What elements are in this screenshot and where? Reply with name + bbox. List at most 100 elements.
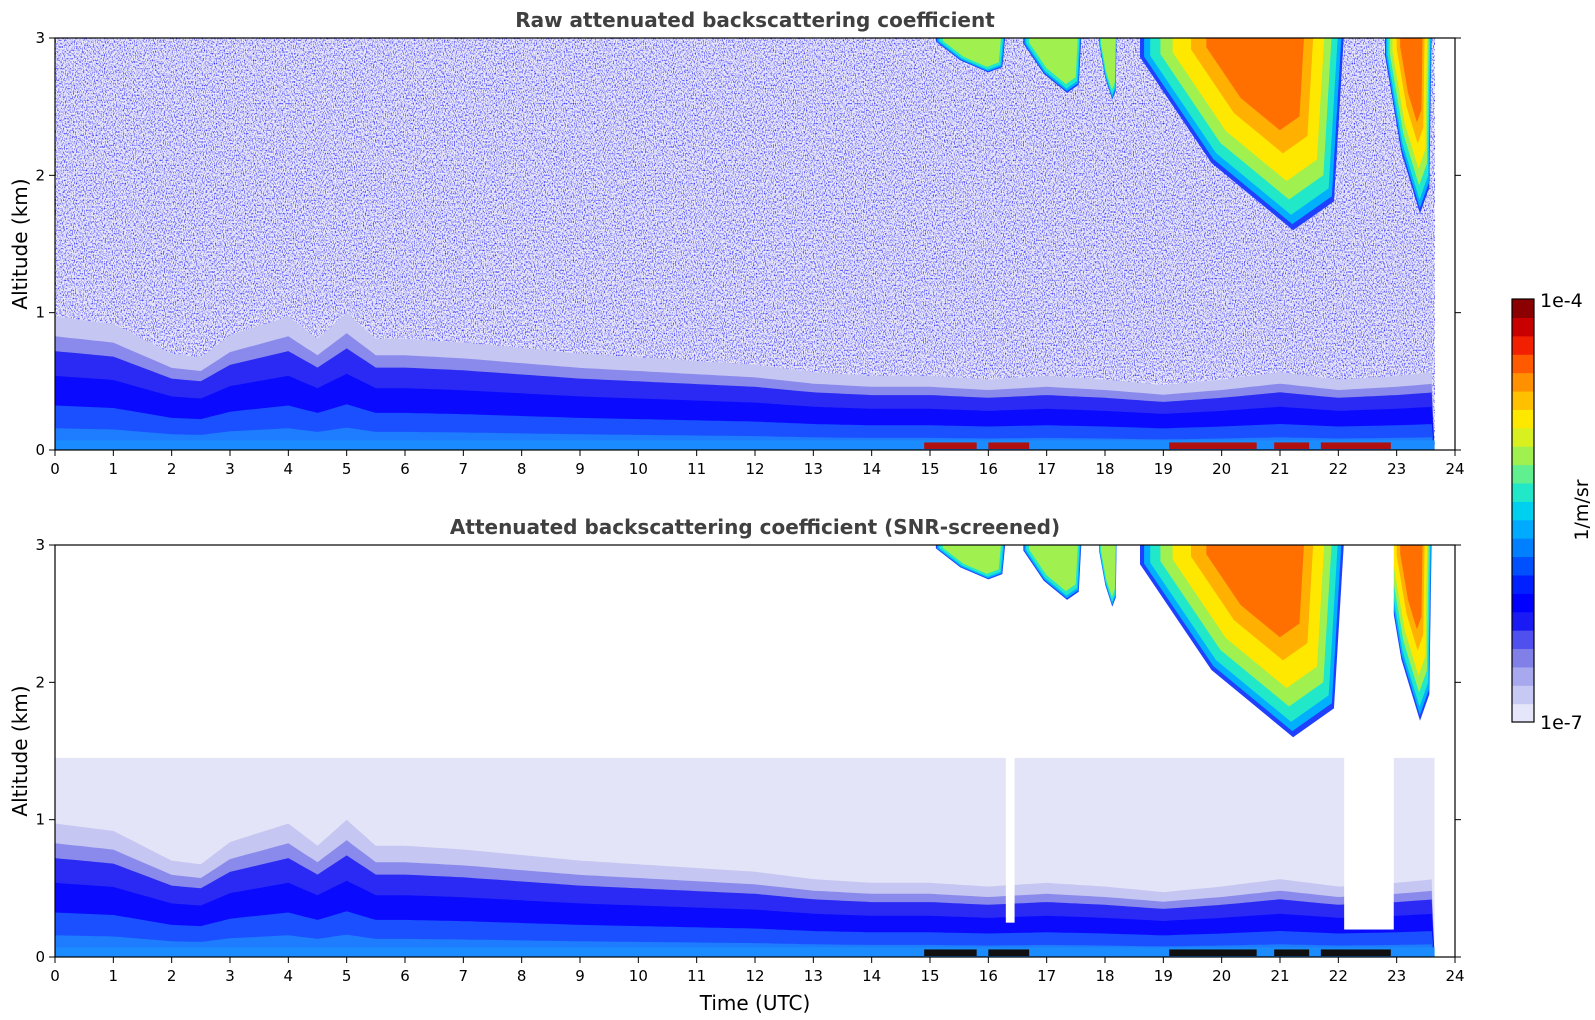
- colorbar-swatch: [1512, 703, 1534, 723]
- colorbar-swatch: [1512, 501, 1534, 521]
- bottom-chart-title: Attenuated backscattering coefficient (S…: [450, 515, 1060, 539]
- y-tick-label: 2: [35, 673, 45, 691]
- x-tick-label: 8: [517, 967, 527, 985]
- x-tick-label: 6: [400, 460, 410, 478]
- x-tick-label: 3: [225, 460, 235, 478]
- surface-layer: [55, 440, 1435, 450]
- top-chart-axes: 0 1 2 3 4 5 6 7 8 9 10 11 12 13 14 15 16 17 18 19 20 21 22 23 24…: [35, 29, 1464, 478]
- x-tick-label: 12: [745, 460, 764, 478]
- x-tick-label: 2: [167, 967, 177, 985]
- surface-echo-4: [1320, 442, 1391, 449]
- masked-gap-1: [1344, 545, 1394, 930]
- x-tick-label: 9: [575, 460, 585, 478]
- x-tick-label: 11: [687, 460, 706, 478]
- colorbar-swatch: [1512, 648, 1534, 668]
- x-tick-label: 18: [1095, 967, 1114, 985]
- x-tick-label: 20: [1212, 460, 1231, 478]
- cirrus-cloud-1-layer-3: [1029, 545, 1078, 592]
- x-tick-label: 20: [1212, 967, 1231, 985]
- colorbar-max-label: 1e-4: [1540, 290, 1583, 312]
- x-tick-label: 17: [1037, 967, 1056, 985]
- colorbar-swatch: [1512, 593, 1534, 613]
- colorbar-swatch: [1512, 611, 1534, 631]
- colorbar-swatch: [1512, 446, 1534, 466]
- surface-echo-1: [988, 949, 1030, 956]
- colorbar-min-label: 1e-7: [1540, 712, 1583, 734]
- cirrus-cloud-3-layer-6: [1206, 545, 1304, 638]
- x-tick-label: 16: [979, 967, 998, 985]
- cirrus-cloud-0-layer-3: [942, 545, 1001, 574]
- x-tick-label: 11: [687, 967, 706, 985]
- x-tick-label: 7: [459, 967, 469, 985]
- y-tick-label: 1: [35, 811, 45, 829]
- colorbar-swatch: [1512, 556, 1534, 576]
- x-tick-label: 19: [1154, 967, 1173, 985]
- top-chart-y-label: Altitude (km): [8, 178, 32, 309]
- x-tick-label: 4: [284, 967, 294, 985]
- surface-echo-3: [1274, 949, 1310, 956]
- masked-gap-0: [1005, 545, 1015, 923]
- x-tick-label: 9: [575, 967, 585, 985]
- x-tick-label: 10: [629, 460, 648, 478]
- x-tick-label: 5: [342, 460, 352, 478]
- x-tick-label: 0: [50, 460, 60, 478]
- x-tick-label: 24: [1445, 460, 1464, 478]
- y-tick-label: 3: [35, 536, 45, 554]
- x-tick-label: 10: [629, 967, 648, 985]
- y-tick-label: 0: [35, 948, 45, 966]
- colorbar-swatch: [1512, 335, 1534, 355]
- y-tick-label: 3: [35, 29, 45, 47]
- x-tick-label: 22: [1329, 460, 1348, 478]
- surface-echo-3: [1274, 442, 1310, 449]
- cirrus-cloud-4-layer-6: [1400, 545, 1423, 630]
- x-tick-label: 14: [862, 967, 881, 985]
- x-tick-label: 13: [804, 460, 823, 478]
- x-tick-label: 12: [745, 967, 764, 985]
- colorbar-frame: [1511, 298, 1535, 723]
- x-tick-label: 4: [284, 460, 294, 478]
- cirrus-cloud-1-layer-3: [1029, 38, 1078, 85]
- cirrus-cloud-4-layer-6: [1400, 38, 1423, 123]
- surface-echo-4: [1320, 949, 1391, 956]
- x-tick-label: 5: [342, 967, 352, 985]
- colorbar-swatch: [1512, 464, 1534, 484]
- x-tick-label: 7: [459, 460, 469, 478]
- colorbar-swatch: [1512, 354, 1534, 374]
- surface-layer: [55, 947, 1435, 957]
- colorbar-swatch: [1512, 317, 1534, 337]
- colorbar-swatch: [1512, 372, 1534, 392]
- x-tick-label: 24: [1445, 967, 1464, 985]
- colorbar-swatch: [1512, 519, 1534, 539]
- x-tick-label: 15: [920, 967, 939, 985]
- colorbar-swatch: [1512, 390, 1534, 410]
- x-tick-label: 1: [109, 460, 119, 478]
- surface-echo-1: [988, 442, 1030, 449]
- x-tick-label: 16: [979, 460, 998, 478]
- surface-echo-0: [924, 949, 977, 956]
- colorbar-swatch: [1512, 482, 1534, 502]
- colorbar-swatch: [1512, 574, 1534, 594]
- x-tick-label: 23: [1387, 967, 1406, 985]
- cirrus-cloud-3-layer-6: [1206, 38, 1304, 131]
- x-tick-label: 18: [1095, 460, 1114, 478]
- x-tick-label: 6: [400, 967, 410, 985]
- cirrus-cloud-2-layer-3: [1100, 545, 1116, 597]
- colorbar-swatch: [1512, 685, 1534, 705]
- surface-echo-2: [1169, 949, 1257, 956]
- colorbar: [1512, 299, 1534, 723]
- colorbar-swatch: [1512, 630, 1534, 650]
- cirrus-cloud-2-layer-3: [1100, 38, 1116, 90]
- x-tick-label: 19: [1154, 460, 1173, 478]
- x-tick-label: 0: [50, 967, 60, 985]
- bottom-chart-axes: 0 1 2 3 4 5 6 7 8 9 10 11 12 13 14 15 16 17 18 19 20 21 22 23 24…: [35, 536, 1464, 985]
- x-tick-label: 23: [1387, 460, 1406, 478]
- x-tick-label: 21: [1270, 460, 1289, 478]
- top-chart-title: Raw attenuated backscattering coefficien…: [515, 8, 995, 32]
- y-tick-label: 2: [35, 166, 45, 184]
- x-tick-label: 22: [1329, 967, 1348, 985]
- x-tick-label: 1: [109, 967, 119, 985]
- colorbar-swatch: [1512, 427, 1534, 447]
- x-tick-label: 3: [225, 967, 235, 985]
- x-tick-label: 15: [920, 460, 939, 478]
